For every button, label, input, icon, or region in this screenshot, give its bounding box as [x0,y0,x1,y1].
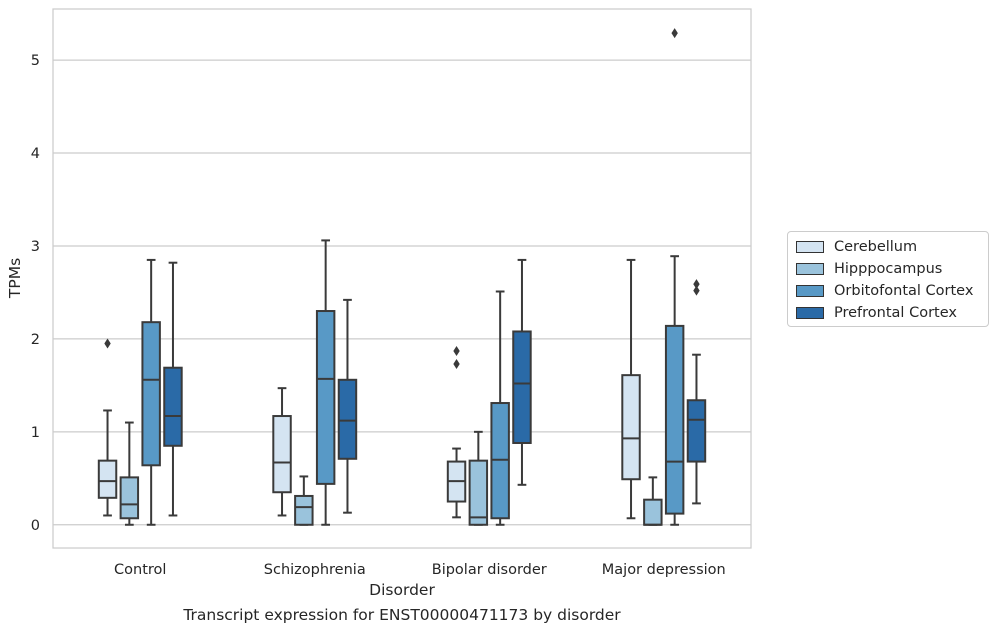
box-control-hipppocampus [119,421,140,526]
y-tick-label-1: 1 [31,425,40,441]
box-schizophrenia-orbitofontal-cortex-iqr [315,310,336,485]
plot-frame [52,8,752,549]
legend-swatch-prefrontal-cortex [796,307,824,319]
box-schizophrenia-hipppocampus-iqr [294,494,314,526]
box-control-orbitofontal-cortex [141,258,161,526]
legend-item-prefrontal-cortex: Prefrontal Cortex [796,302,980,324]
legend-label-orbitofrontal-cortex: Orbitofontal Cortex [834,283,974,299]
box-control-orbitofontal-cortex-iqr [141,321,161,467]
legend-item-orbitofrontal-cortex: Orbitofontal Cortex [796,280,980,302]
box-major-depression-cerebellum [621,258,641,520]
x-tick-label-bipolar-disorder: Bipolar disorder [432,562,547,578]
y-tick-label-0: 0 [31,518,40,534]
legend-swatch-orbitofrontal-cortex [796,285,824,297]
box-bipolar-disorder-orbitofontal-cortex [490,290,510,526]
box-schizophrenia-cerebellum-iqr [272,415,292,494]
y-tick-label-4: 4 [31,146,40,162]
box-bipolar-disorder-cerebellum [446,345,467,519]
x-tick-label-major-depression: Major depression [602,562,726,578]
box-schizophrenia-prefrontal-cortex-iqr [337,378,358,460]
box-major-depression-prefrontal-cortex-outlier-0 [693,285,700,296]
box-schizophrenia-hipppocampus [294,475,314,526]
x-tick-label-schizophrenia: Schizophrenia [264,562,366,578]
box-major-depression-prefrontal-cortex-iqr [686,399,707,463]
box-major-depression-hipppocampus-iqr [643,498,663,526]
box-control-prefrontal-cortex [163,261,183,517]
figure-caption: Transcript expression for ENST0000047117… [183,606,621,624]
y-tick-label-5: 5 [31,53,40,69]
y-tick-label-3: 3 [31,239,40,255]
box-major-depression-orbitofontal-cortex-outlier-0 [671,28,678,39]
legend-label-cerebellum: Cerebellum [834,239,918,255]
legend-swatch-cerebellum [796,241,824,253]
legend-label-hippocampus: Hipppocampus [834,261,943,277]
box-bipolar-disorder-prefrontal-cortex [512,258,532,486]
box-schizophrenia-orbitofontal-cortex [315,239,336,526]
x-axis-label: Disorder [369,581,435,599]
box-bipolar-disorder-hipppocampus [468,430,489,526]
legend-label-prefrontal-cortex: Prefrontal Cortex [834,305,957,321]
plot-background [53,9,751,548]
legend-item-cerebellum: Cerebellum [796,236,980,258]
series-prefrontal-cortex [163,258,707,517]
box-major-depression-hipppocampus [643,476,663,526]
y-tick-label-2: 2 [31,332,40,348]
x-tick-labels: Control Schizophrenia Bipolar disorder Majo… [114,562,726,578]
box-major-depression-prefrontal-cortex-outlier-1 [693,279,700,290]
box-control-prefrontal-cortex-iqr [163,366,183,447]
series-cerebellum [97,258,641,520]
legend-item-hippocampus: Hipppocampus [796,258,980,280]
box-control-cerebellum [97,338,118,517]
x-tick-label-control: Control [114,562,166,578]
box-major-depression-prefrontal-cortex [686,279,707,505]
y-tick-labels: 0 1 2 3 4 5 [31,53,40,534]
box-bipolar-disorder-hipppocampus-iqr [468,459,489,526]
box-bipolar-disorder-cerebellum-outlier-1 [453,345,460,356]
y-axis-label: TPMs [6,258,24,299]
box-major-depression-orbitofontal-cortex-iqr [664,324,685,515]
box-schizophrenia-prefrontal-cortex [337,298,358,514]
legend: Cerebellum Hipppocampus Orbitofontal Cor… [787,231,989,327]
box-control-hipppocampus-iqr [119,476,140,520]
box-series [97,28,707,526]
box-schizophrenia-cerebellum [272,387,292,517]
box-bipolar-disorder-cerebellum-outlier-0 [453,358,460,369]
box-control-cerebellum-iqr [97,459,118,499]
series-hipppocampus [119,421,663,526]
box-control-cerebellum-outlier-0 [104,338,111,349]
box-major-depression-cerebellum-iqr [621,374,641,481]
box-bipolar-disorder-prefrontal-cortex-iqr [512,330,532,444]
series-orbitofontal-cortex [141,28,685,526]
legend-swatch-hippocampus [796,263,824,275]
box-major-depression-orbitofontal-cortex [664,28,685,526]
